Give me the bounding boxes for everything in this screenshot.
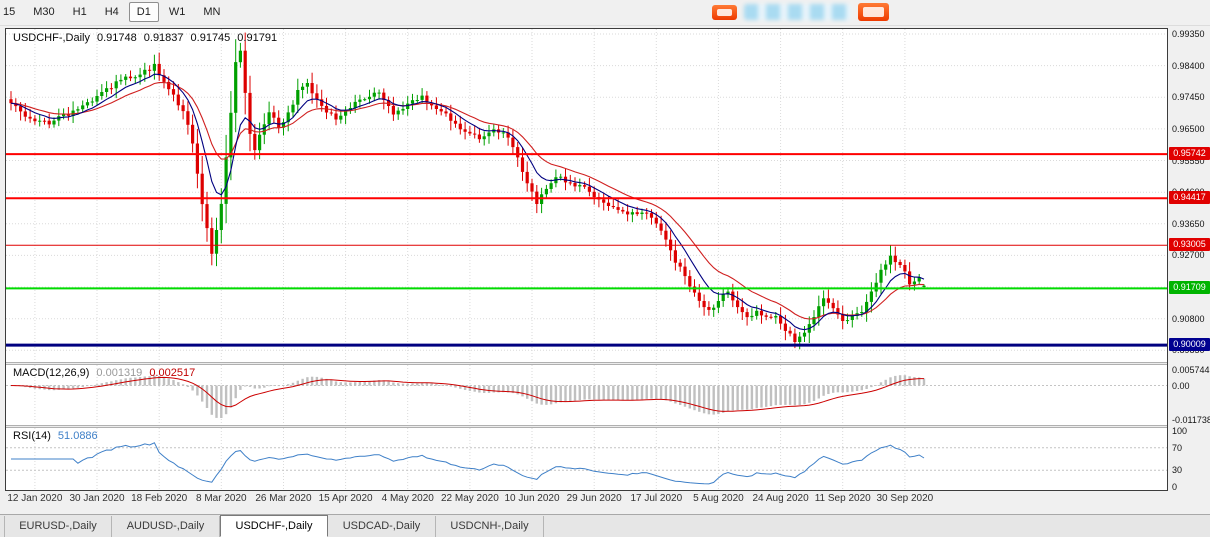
date-axis-label: 15 Apr 2020 (318, 493, 373, 504)
watermark-icon-left (712, 5, 737, 20)
rsi-panel[interactable]: RSI(14) 51.0886 (6, 428, 1167, 490)
rsi-header: RSI(14) 51.0886 (13, 430, 98, 442)
panel-splitter[interactable] (6, 425, 1167, 428)
date-axis-label: 24 Aug 2020 (752, 493, 809, 504)
date-axis-label: 26 Mar 2020 (255, 493, 312, 504)
price-line-flag: 0.91709 (1169, 280, 1210, 294)
chart-tabs-bar: EURUSD-,Daily AUDUSD-,Daily USDCHF-,Daily U… (0, 514, 1210, 537)
rsi-axis-label: 0 (1172, 482, 1178, 492)
macd-chart-canvas[interactable] (6, 365, 1167, 425)
price-axis-label: 0.90800 (1172, 313, 1205, 324)
watermark-icon-right (858, 3, 889, 21)
chart-tab-eurusd[interactable]: EURUSD-,Daily (4, 516, 112, 537)
timeframe-button-mn[interactable]: MN (203, 6, 221, 18)
close-value: 0.91791 (237, 32, 278, 44)
price-line-flag: 0.90009 (1169, 337, 1210, 351)
chart-tab-audusd[interactable]: AUDUSD-,Daily (112, 516, 220, 537)
chart-tab-usdcnh[interactable]: USDCNH-,Daily (436, 516, 544, 537)
open-value: 0.91748 (97, 32, 137, 44)
price-axis[interactable]: 0.993500.984000.974500.965000.955500.946… (1169, 28, 1210, 494)
price-panel[interactable]: USDCHF-,Daily 0.91748 0.91837 0.91745 0.… (6, 29, 1167, 362)
rsi-axis-label: 100 (1172, 426, 1188, 436)
timeframe-button-d1[interactable]: D1 (128, 2, 159, 22)
timeframe-button-w1[interactable]: W1 (168, 6, 186, 18)
price-axis-label: 0.97450 (1172, 92, 1205, 103)
price-axis-label: 0.93650 (1172, 218, 1205, 229)
macd-axis-label: 0.005744 (1172, 365, 1210, 375)
timeframe-buttons: 15 M30 H1 H4 D1 W1 MN (0, 0, 229, 24)
macd-axis-label: -0.011738 (1172, 415, 1210, 425)
date-axis-label: 5 Aug 2020 (693, 493, 744, 504)
price-chart-canvas[interactable] (6, 29, 1167, 362)
macd-label: MACD(12,26,9) (13, 367, 90, 379)
price-axis-label: 0.96500 (1172, 123, 1205, 134)
timeframe-button-m30[interactable]: M30 (33, 6, 55, 18)
macd-main-value: 0.001319 (96, 367, 143, 379)
macd-panel[interactable]: MACD(12,26,9) 0.001319 0.002517 (6, 365, 1167, 425)
rsi-chart-canvas[interactable] (6, 428, 1167, 490)
chart-window[interactable]: USDCHF-,Daily 0.91748 0.91837 0.91745 0.… (5, 28, 1168, 491)
watermark-text-blur (744, 4, 852, 20)
date-axis-label: 4 May 2020 (381, 493, 434, 504)
date-axis-label: 30 Sep 2020 (876, 493, 934, 504)
macd-header: MACD(12,26,9) 0.001319 0.002517 (13, 367, 195, 379)
price-line-flag: 0.95742 (1169, 146, 1210, 160)
date-axis-label: 30 Jan 2020 (69, 493, 125, 504)
price-line-flag: 0.94417 (1169, 190, 1210, 204)
rsi-axis-label: 30 (1172, 465, 1183, 476)
rsi-value: 51.0886 (57, 430, 98, 442)
price-axis-label: 0.99350 (1172, 28, 1205, 39)
date-axis-label: 10 Jun 2020 (504, 493, 560, 504)
date-axis-label: 22 May 2020 (440, 493, 499, 504)
chart-tab-usdcad[interactable]: USDCAD-,Daily (328, 516, 436, 537)
symbol-period-label: USDCHF-,Daily (13, 32, 90, 44)
panel-splitter[interactable] (6, 362, 1167, 365)
price-line-flag: 0.93005 (1169, 237, 1210, 251)
date-axis-label: 17 Jul 2020 (630, 493, 683, 504)
date-axis-label: 11 Sep 2020 (814, 493, 871, 504)
timeframe-button-h1[interactable]: H1 (72, 6, 87, 18)
date-axis-label: 12 Jan 2020 (7, 493, 63, 504)
date-axis-label: 8 Mar 2020 (196, 493, 247, 504)
rsi-label: RSI(14) (13, 430, 51, 442)
price-axis-label: 0.98400 (1172, 60, 1205, 71)
price-axis-label: 0.92700 (1172, 250, 1205, 261)
macd-axis-label: 0.00 (1172, 380, 1190, 391)
rsi-axis-label: 70 (1172, 442, 1183, 453)
date-axis-label: 18 Feb 2020 (131, 493, 188, 504)
high-value: 0.91837 (143, 32, 184, 44)
date-axis[interactable]: 12 Jan 2020 30 Jan 2020 18 Feb 2020 8 Mar 2… (6, 493, 1168, 507)
chart-tab-usdchf[interactable]: USDCHF-,Daily (220, 515, 328, 537)
low-value: 0.91745 (190, 32, 231, 44)
macd-signal-value: 0.002517 (149, 367, 196, 379)
date-axis-label: 29 Jun 2020 (566, 493, 622, 504)
price-axis-label: 0.95550 (1172, 155, 1205, 166)
chart-ohlc-header: USDCHF-,Daily 0.91748 0.91837 0.91745 0.… (13, 32, 277, 44)
timeframe-button-15[interactable]: 15 (3, 6, 16, 18)
timeframe-button-h4[interactable]: H4 (104, 6, 119, 18)
timeframe-toolbar: 15 M30 H1 H4 D1 W1 MN (0, 0, 1210, 26)
